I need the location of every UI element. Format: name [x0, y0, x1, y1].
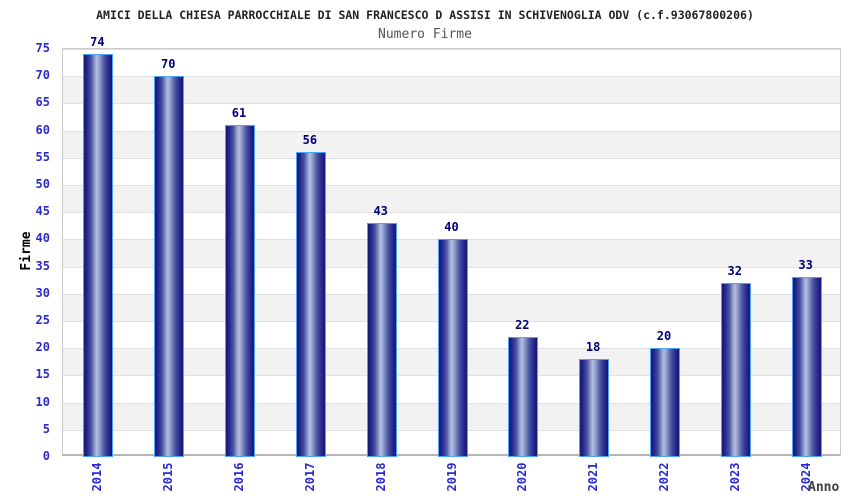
x-tick-label: 2020 — [515, 462, 530, 492]
y-tick-label: 5 — [42, 421, 50, 436]
x-tick-label: 2021 — [586, 462, 601, 492]
y-tick-label: 40 — [35, 231, 50, 246]
y-tick-label: 70 — [35, 68, 50, 83]
y-tick-label: 30 — [35, 285, 50, 300]
bar — [508, 337, 539, 457]
y-tick-label: 35 — [35, 258, 50, 273]
y-tick-label: 15 — [35, 367, 50, 382]
plot-band-gray — [63, 185, 840, 213]
x-axis-title: Anno — [808, 480, 840, 495]
x-tick-label: 2016 — [232, 462, 247, 492]
bar — [649, 348, 680, 457]
y-tick-label: 60 — [35, 122, 50, 137]
bar — [720, 282, 751, 457]
bar-value-label: 22 — [515, 318, 530, 333]
bar — [83, 54, 114, 457]
bar-value-label: 20 — [656, 329, 672, 344]
chart-subtitle: Numero Firme — [378, 27, 472, 42]
plot-area — [62, 48, 841, 457]
bar-value-label: 18 — [585, 340, 601, 355]
x-tick-label: 2023 — [727, 462, 742, 492]
bar-value-label: 32 — [727, 263, 742, 278]
gridline — [63, 76, 840, 78]
x-tick-label: 2017 — [302, 462, 317, 492]
gridline — [63, 212, 840, 214]
y-tick-label: 65 — [35, 95, 50, 110]
y-tick-label: 10 — [35, 394, 50, 409]
bar — [366, 223, 397, 457]
x-tick-label: 2022 — [656, 462, 671, 492]
bar-value-label: 56 — [302, 133, 318, 148]
gridline — [63, 185, 840, 186]
y-tick-label: 20 — [35, 340, 50, 355]
plot-band-gray — [63, 130, 840, 158]
bar-value-label: 61 — [231, 106, 247, 121]
bar — [437, 239, 468, 457]
y-tick-label: 55 — [35, 149, 50, 164]
x-tick-label: 2019 — [444, 462, 459, 492]
gridline — [63, 103, 840, 105]
x-tick-label: 2014 — [90, 462, 105, 492]
y-tick-label: 25 — [35, 313, 50, 327]
bar-value-label: 33 — [798, 258, 813, 273]
gridline — [63, 130, 840, 132]
gridline — [63, 157, 840, 159]
gridline — [63, 49, 840, 50]
bar-value-label: 70 — [160, 57, 176, 72]
y-tick-label: 75 — [35, 41, 50, 55]
bar-value-label: 74 — [90, 35, 105, 50]
bar — [579, 359, 610, 457]
x-tick-label: 2015 — [161, 462, 176, 492]
bar — [295, 152, 326, 457]
bar-value-label: 43 — [373, 204, 388, 219]
x-tick-label: 2018 — [373, 462, 388, 492]
bar — [225, 125, 256, 457]
chart-title: AMICI DELLA CHIESA PARROCCHIALE DI SAN F… — [96, 8, 754, 22]
plot-band-gray — [63, 76, 840, 104]
bar-value-label: 40 — [444, 220, 459, 235]
bar — [791, 277, 822, 457]
bar — [154, 76, 185, 457]
y-tick-label: 50 — [35, 177, 50, 191]
y-tick-label: 0 — [42, 449, 50, 463]
y-tick-label: 45 — [35, 204, 50, 219]
